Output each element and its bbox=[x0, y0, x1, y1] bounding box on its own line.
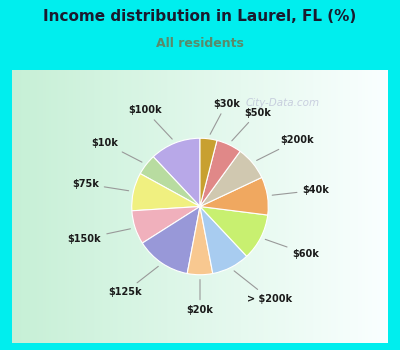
Text: $100k: $100k bbox=[128, 105, 172, 139]
Wedge shape bbox=[200, 151, 262, 206]
Text: All residents: All residents bbox=[156, 37, 244, 50]
Text: $200k: $200k bbox=[257, 135, 314, 160]
Wedge shape bbox=[200, 140, 240, 206]
Wedge shape bbox=[153, 138, 200, 206]
Wedge shape bbox=[132, 174, 200, 211]
Wedge shape bbox=[200, 177, 268, 215]
Text: $20k: $20k bbox=[186, 280, 214, 315]
Wedge shape bbox=[200, 206, 268, 256]
Text: City-Data.com: City-Data.com bbox=[246, 98, 320, 108]
Wedge shape bbox=[187, 206, 213, 275]
Text: $50k: $50k bbox=[232, 108, 271, 141]
Wedge shape bbox=[200, 206, 247, 274]
Text: $125k: $125k bbox=[108, 266, 158, 297]
Text: $150k: $150k bbox=[68, 229, 130, 244]
Text: $75k: $75k bbox=[72, 179, 129, 191]
Text: $30k: $30k bbox=[210, 99, 240, 134]
Text: $60k: $60k bbox=[265, 239, 319, 259]
Text: $40k: $40k bbox=[272, 185, 329, 195]
Wedge shape bbox=[142, 206, 200, 274]
Wedge shape bbox=[200, 138, 217, 206]
Text: > $200k: > $200k bbox=[234, 271, 292, 304]
Text: $10k: $10k bbox=[91, 138, 142, 162]
Wedge shape bbox=[140, 157, 200, 206]
Wedge shape bbox=[132, 206, 200, 243]
Text: Income distribution in Laurel, FL (%): Income distribution in Laurel, FL (%) bbox=[43, 9, 357, 24]
